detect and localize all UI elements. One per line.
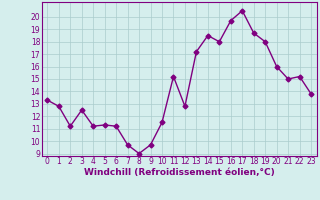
X-axis label: Windchill (Refroidissement éolien,°C): Windchill (Refroidissement éolien,°C) — [84, 168, 275, 177]
